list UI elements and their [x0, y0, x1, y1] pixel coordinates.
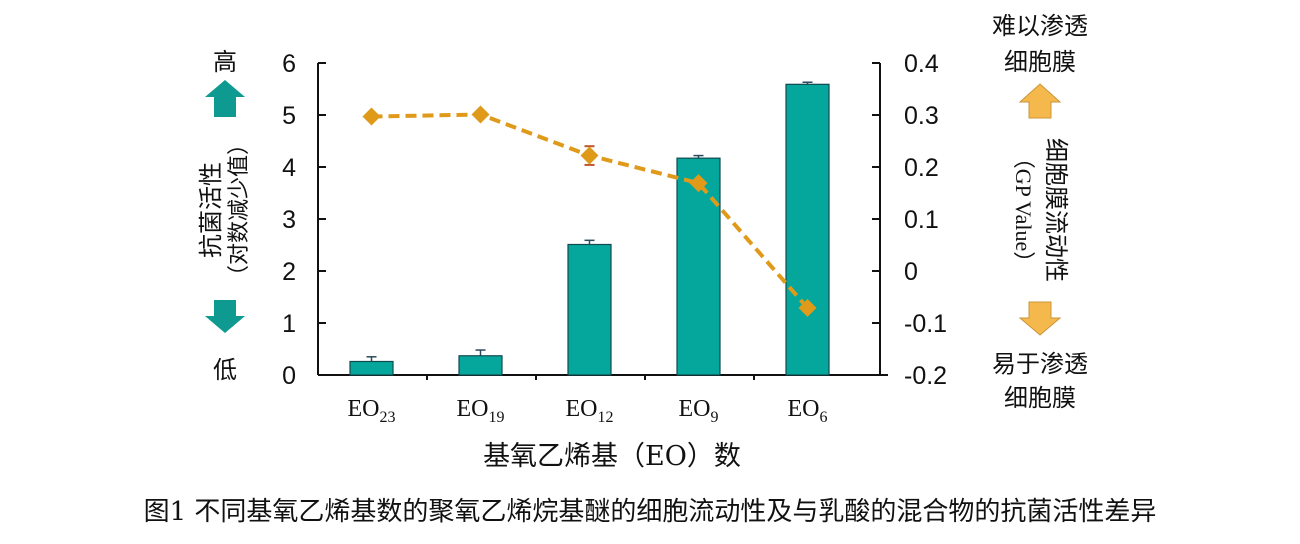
x-axis-label: 基氧乙烯基（EO）数 — [483, 441, 741, 472]
gp-point — [689, 174, 708, 193]
x-tick-label: EO6 — [788, 396, 828, 426]
right-tick-label: 0.1 — [904, 206, 939, 234]
left-high-label: 高 — [213, 48, 237, 76]
gp-point — [362, 107, 381, 126]
right-tick-label: 0 — [904, 258, 918, 286]
left-tick-label: 6 — [282, 50, 296, 78]
right-tick-label: 0.4 — [904, 50, 939, 78]
left-tick-label: 2 — [282, 258, 296, 286]
right-top-note-1: 难以渗透 — [992, 12, 1088, 40]
up-arrow-icon — [205, 80, 245, 117]
x-tick-label: EO19 — [457, 396, 505, 426]
left-tick-label: 4 — [282, 154, 296, 182]
figure-caption: 图1 不同基氧乙烯基数的聚氧乙烯烷基醚的细胞流动性及与乳酸的混合物的抗菌活性差异 — [144, 497, 1157, 527]
right-bottom-note-2: 细胞膜 — [1004, 384, 1076, 412]
left-tick-label: 3 — [282, 206, 296, 234]
bar — [458, 355, 503, 376]
gp-point — [798, 298, 817, 317]
right-axis-label: 细胞膜流动性 — [1042, 138, 1070, 282]
right-top-note-2: 细胞膜 — [1004, 48, 1076, 76]
left-axis-label: 抗菌活性 — [197, 162, 225, 258]
left-tick-label: 5 — [282, 102, 296, 130]
gp-point — [471, 105, 490, 124]
right-tick-label: 0.2 — [904, 154, 939, 182]
right-axis-label-sub: （GP Value） — [1011, 147, 1036, 274]
left-low-label: 低 — [213, 356, 237, 384]
right-tick-label: -0.2 — [904, 362, 947, 390]
x-tick-label: EO23 — [348, 396, 396, 426]
bar — [567, 243, 612, 376]
down-arrow-icon — [205, 300, 245, 333]
right-bottom-note-1: 易于渗透 — [992, 350, 1088, 378]
x-tick-label: EO12 — [566, 396, 614, 426]
left-axis-label-sub: （对数减少值） — [227, 133, 252, 287]
bar — [785, 83, 830, 376]
gp-point — [580, 146, 599, 165]
x-tick-label: EO9 — [679, 396, 719, 426]
bar — [676, 157, 721, 376]
bar — [349, 360, 394, 376]
up-arrow-icon — [1018, 83, 1062, 119]
left-tick-label: 0 — [282, 362, 296, 390]
left-tick-label: 1 — [282, 310, 296, 338]
right-tick-label: 0.3 — [904, 102, 939, 130]
right-tick-label: -0.1 — [904, 310, 947, 338]
down-arrow-icon — [1018, 301, 1062, 336]
